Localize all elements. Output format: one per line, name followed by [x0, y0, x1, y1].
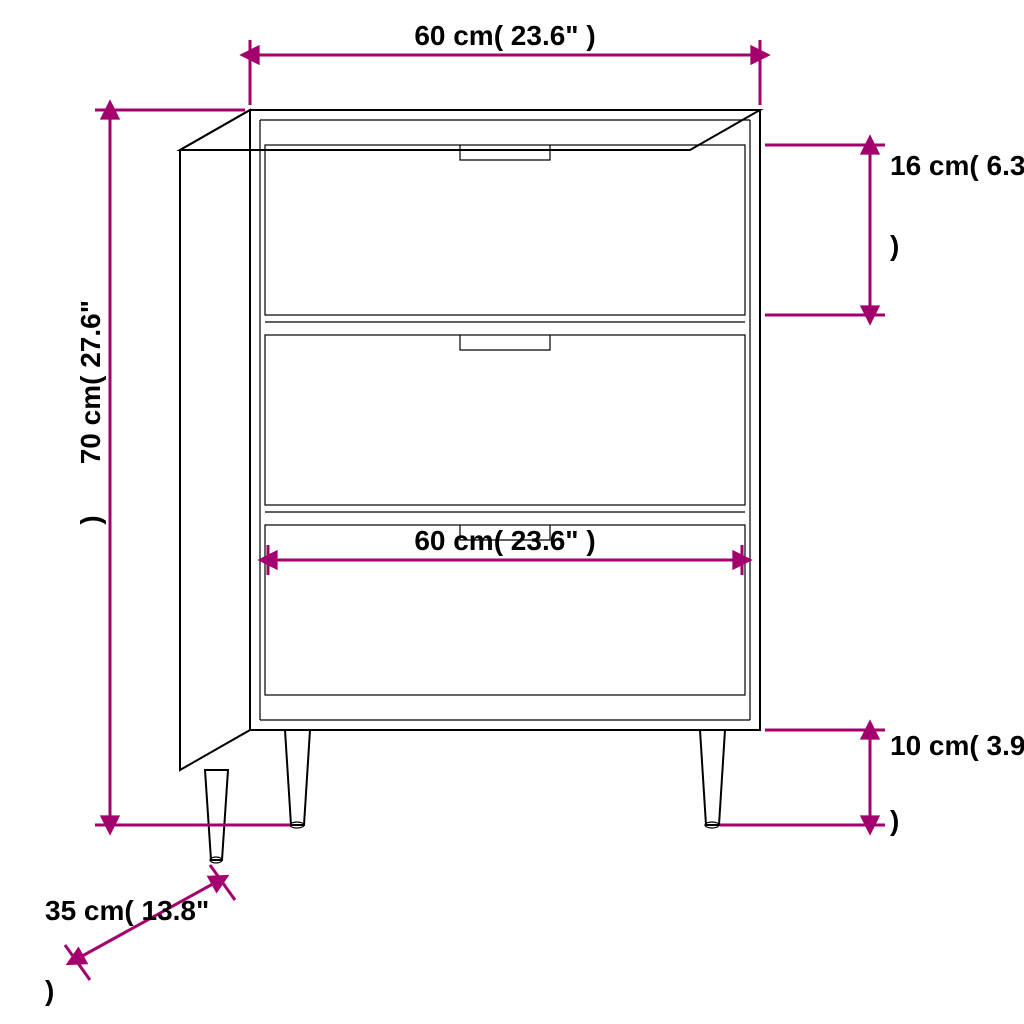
cabinet-side: [180, 110, 250, 770]
leg-front-left: [285, 730, 310, 825]
drawer-2: [265, 335, 745, 505]
dim-height-label-1: 70 cm( 27.6": [75, 300, 106, 464]
dim-drawer-width: 60 cm( 23.6" ): [268, 525, 742, 575]
dim-width: 60 cm( 23.6" ): [250, 20, 760, 105]
dim-drawer-height-label-1: 16 cm( 6.3": [890, 150, 1024, 181]
dim-width-label: 60 cm( 23.6" ): [414, 20, 595, 51]
leg-back-left: [205, 770, 228, 860]
dim-leg-height: 10 cm( 3.9" ): [720, 730, 1024, 836]
dim-leg-height-label-1: 10 cm( 3.9": [890, 730, 1024, 761]
dim-depth: 35 cm( 13.8" ): [45, 865, 235, 1006]
dim-drawer-width-label: 60 cm( 23.6" ): [414, 525, 595, 556]
dim-leg-height-label-2: ): [890, 805, 899, 836]
cabinet-top: [180, 110, 760, 150]
dimension-annotations: 60 cm( 23.6" ) 70 cm( 27.6" ) 35 cm( 13.…: [45, 20, 1024, 1006]
dim-height-label-2: ): [75, 515, 106, 524]
dim-height: 70 cm( 27.6" ): [75, 110, 290, 825]
legs: [205, 730, 725, 863]
dim-drawer-height: 16 cm( 6.3" ): [765, 145, 1024, 315]
dim-depth-label-1: 35 cm( 13.8": [45, 895, 209, 926]
cabinet-front: [250, 110, 760, 730]
product-outline: [180, 110, 760, 863]
dim-drawer-height-label-2: ): [890, 230, 899, 261]
dim-depth-label-2: ): [45, 975, 54, 1006]
leg-front-right: [700, 730, 725, 825]
dimension-diagram: 60 cm( 23.6" ) 70 cm( 27.6" ) 35 cm( 13.…: [0, 0, 1024, 1024]
drawer-1: [265, 145, 745, 315]
